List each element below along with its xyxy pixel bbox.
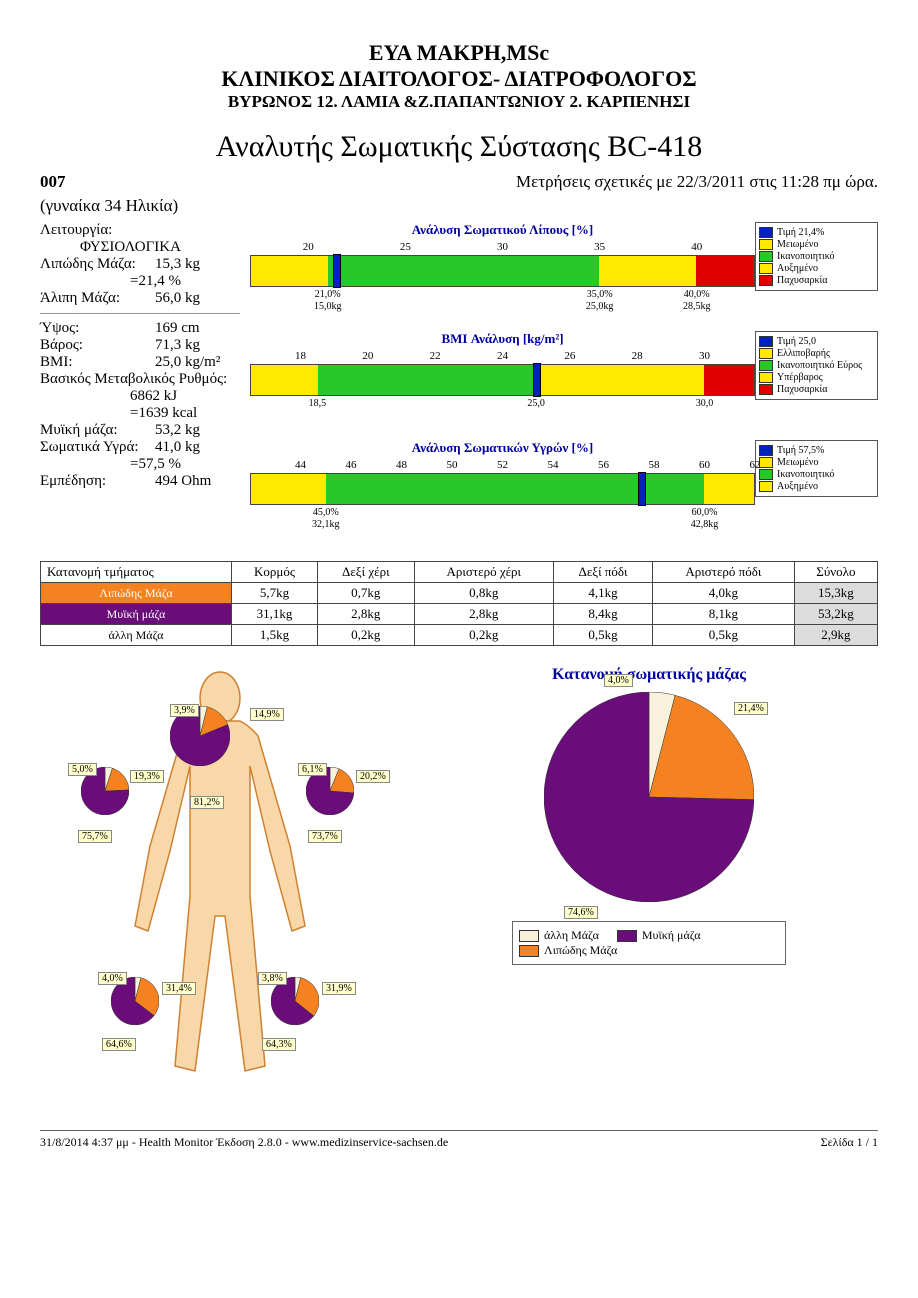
lean-kg: 56,0 kg bbox=[155, 290, 200, 306]
measurement-info: Μετρήσεις σχετικές με 22/3/2011 στις 11:… bbox=[516, 172, 878, 192]
range-bar bbox=[250, 364, 755, 396]
height-label: Ύψος: bbox=[40, 320, 155, 337]
header-role: ΚΛΙΝΙΚΟΣ ΔΙΑΙΤΟΛΟΓΟΣ- ΔΙΑΤΡΟΦΟΛΟΓΟΣ bbox=[40, 66, 878, 92]
chart-legend: Τιμή 25,0ΕλλιποβαρήςΙκανοποιητικό ΕύροςΥ… bbox=[755, 331, 878, 400]
pie-legend: άλλη ΜάζαΜυϊκή μάζαΛιπώδης Μάζα bbox=[512, 921, 786, 965]
chart-title: Ανάλυση Σωματικού Λίπους [%] bbox=[250, 222, 755, 238]
fat-kg: 15,3 kg bbox=[155, 256, 200, 272]
charts-panel: Ανάλυση Σωματικού Λίπους [%]202530354021… bbox=[250, 222, 878, 549]
water-label: Σωματικά Υγρά: bbox=[40, 439, 155, 456]
bmi-label: BMI: bbox=[40, 354, 155, 371]
value-marker bbox=[638, 472, 646, 506]
mode-label: Λειτουργία: bbox=[40, 222, 240, 239]
value-marker bbox=[533, 363, 541, 397]
bmi-value: 25,0 kg/m² bbox=[155, 354, 220, 370]
main-pie-area: Κατανομή σωματικής μάζας 4,0% 21,4% 74,6… bbox=[420, 666, 878, 1106]
weight-label: Βάρος: bbox=[40, 337, 155, 354]
page-title: Αναλυτής Σωματικής Σύστασης BC-418 bbox=[40, 130, 878, 164]
muscle-label: Μυϊκή μάζα: bbox=[40, 422, 155, 439]
height-value: 169 cm bbox=[155, 320, 200, 336]
muscle-value: 53,2 kg bbox=[155, 422, 200, 438]
lean-label: Άλιπη Μάζα: bbox=[40, 290, 155, 307]
chart-title: BMI Ανάλυση [kg/m²] bbox=[250, 331, 755, 347]
header-name: ΕΥΑ ΜΑΚΡΗ,MSc bbox=[40, 40, 878, 66]
fat-pct: =21,4 % bbox=[130, 273, 240, 290]
impedance-label: Εμπέδηση: bbox=[40, 473, 155, 490]
weight-value: 71,3 kg bbox=[155, 337, 200, 353]
header-address: ΒΥΡΩΝΟΣ 12. ΛΑΜΙΑ &Ζ.ΠΑΠΑΝΤΩΝΙΟΥ 2. ΚΑΡΠ… bbox=[40, 92, 878, 112]
range-bar bbox=[250, 473, 755, 505]
bmr-label: Βασικός Μεταβολικός Ρυθμός: bbox=[40, 371, 240, 388]
main-pie-title: Κατανομή σωματικής μάζας bbox=[420, 666, 878, 684]
bmr-kcal: =1639 kcal bbox=[130, 405, 240, 422]
header: ΕΥΑ ΜΑΚΡΗ,MSc ΚΛΙΝΙΚΟΣ ΔΙΑΙΤΟΛΟΓΟΣ- ΔΙΑΤ… bbox=[40, 40, 878, 112]
footer-right: Σελίδα 1 / 1 bbox=[821, 1135, 878, 1150]
mode-value: ΦΥΣΙΟΛΟΓΙΚΑ bbox=[80, 239, 240, 256]
segment-table: Κατανομή τμήματοςΚορμόςΔεξί χέριΑριστερό… bbox=[40, 561, 878, 646]
patient-sub: (γυναίκα 34 Ηλικία) bbox=[40, 196, 878, 216]
range-bar bbox=[250, 255, 755, 287]
main-pie: 4,0% 21,4% 74,6% bbox=[544, 692, 754, 907]
footer-left: 31/8/2014 4:37 μμ - Health Monitor Έκδοσ… bbox=[40, 1135, 448, 1150]
fat-label: Λιπώδης Μάζα: bbox=[40, 256, 155, 273]
value-marker bbox=[333, 254, 341, 288]
chart-title: Ανάλυση Σωματικών Υγρών [%] bbox=[250, 440, 755, 456]
chart-legend: Τιμή 57,5%ΜειωμένοΙκανοποιητικόΑυξημένο bbox=[755, 440, 878, 497]
chart-legend: Τιμή 21,4%ΜειωμένοΙκανοποιητικόΑυξημένοΠ… bbox=[755, 222, 878, 291]
water-kg: 41,0 kg bbox=[155, 439, 200, 455]
impedance-value: 494 Ohm bbox=[155, 473, 211, 489]
measurements-panel: Λειτουργία: ΦΥΣΙΟΛΟΓΙΚΑ Λιπώδης Μάζα:15,… bbox=[40, 222, 240, 549]
bmr-kj: 6862 kJ bbox=[130, 388, 240, 405]
body-figure: 3,9%14,9%81,2%5,0%19,3%75,7%6,1%20,2%73,… bbox=[40, 666, 400, 1106]
water-pct: =57,5 % bbox=[130, 456, 240, 473]
patient-id: 007 bbox=[40, 172, 66, 192]
